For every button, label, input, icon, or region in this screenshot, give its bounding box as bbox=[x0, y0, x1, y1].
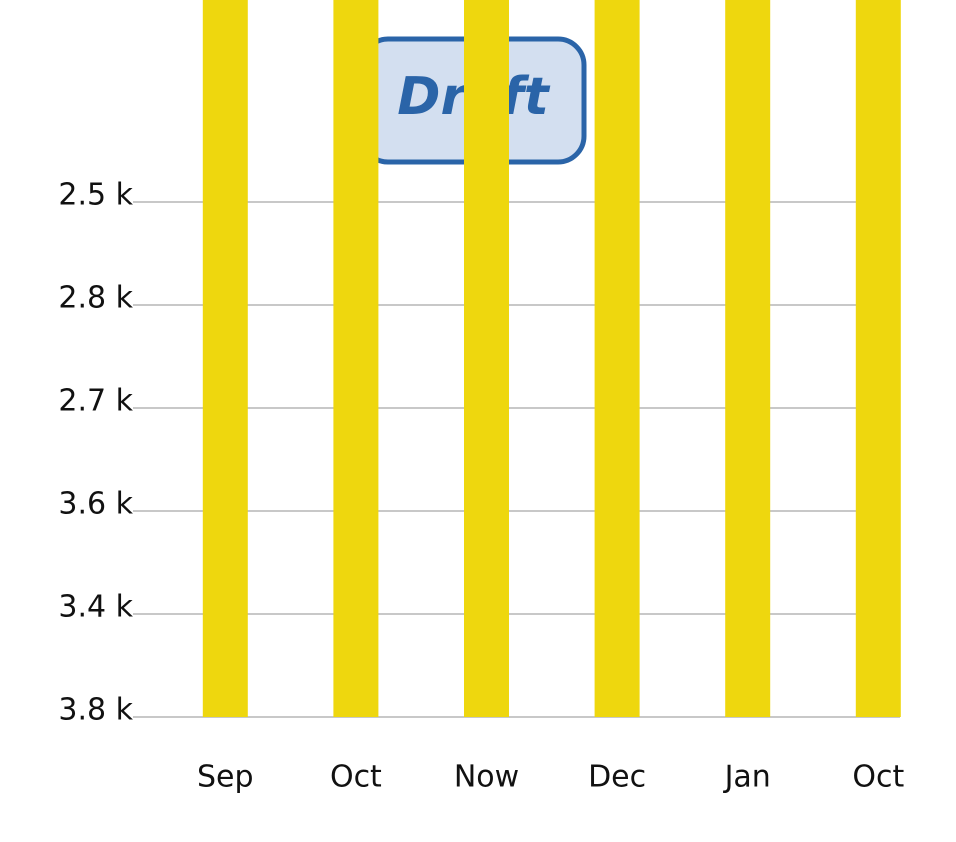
x-tick-label: Dec bbox=[588, 760, 646, 795]
bar-segment bbox=[725, 0, 771, 717]
bar-segment bbox=[594, 0, 640, 717]
x-tick-label: Oct bbox=[852, 760, 904, 795]
x-tick-label: Now bbox=[454, 760, 519, 795]
y-tick-label: 3.8 k bbox=[58, 693, 133, 728]
y-tick-label: 2.5 k bbox=[58, 178, 133, 213]
y-tick-label: 2.7 k bbox=[58, 384, 133, 419]
bar-segment bbox=[464, 0, 509, 717]
x-tick-label: Jan bbox=[723, 760, 771, 795]
y-tick-label: 3.6 k bbox=[58, 487, 133, 522]
x-tick-label: Oct bbox=[330, 760, 382, 795]
y-tick-label: 3.4 k bbox=[58, 590, 133, 625]
bar-segment bbox=[202, 0, 248, 717]
bar-segment bbox=[333, 0, 379, 717]
bar-segment bbox=[855, 0, 901, 717]
y-tick-label: 2.8 k bbox=[58, 281, 133, 316]
x-tick-label: Sep bbox=[197, 760, 254, 795]
